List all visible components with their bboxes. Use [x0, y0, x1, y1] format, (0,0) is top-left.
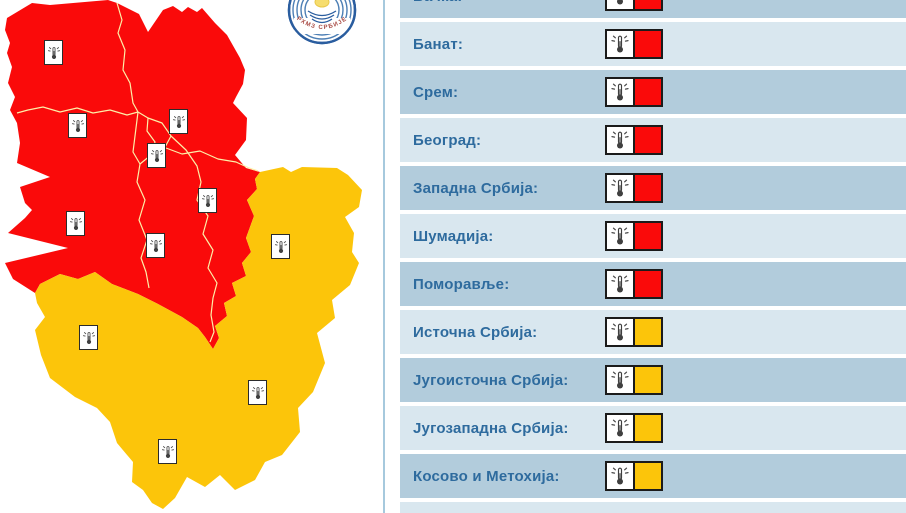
warning-icon-block — [605, 317, 663, 347]
warning-icon-block — [605, 269, 663, 299]
map-thermometer-icon-istocna — [271, 234, 290, 259]
thermometer-icon — [610, 417, 630, 439]
map-thermometer-icon-srem — [68, 113, 87, 138]
extreme-temperature-icon — [607, 31, 633, 57]
warning-icon-block — [605, 461, 663, 491]
map-thermometer-icon-zapadna — [66, 211, 85, 236]
map-thermometer-icon-sumadija — [146, 233, 165, 258]
warning-level-swatch — [633, 127, 661, 153]
thermometer-icon — [610, 81, 630, 103]
thermometer-icon — [251, 384, 265, 402]
region-label: Београд: — [413, 131, 482, 149]
warning-icon-block — [605, 77, 663, 107]
warning-icon-block — [605, 0, 663, 11]
thermometer-icon — [610, 177, 630, 199]
region-label: Бачка: — [400, 0, 463, 5]
thermometer-icon — [172, 113, 186, 131]
thermometer-icon — [610, 225, 630, 247]
logo-waves-icon — [307, 10, 337, 24]
region-row[interactable]: Бачка: — [400, 0, 906, 18]
thermometer-icon — [47, 44, 61, 62]
extreme-temperature-icon — [607, 175, 633, 201]
warning-level-swatch — [633, 223, 661, 249]
region-label: Шумадија: — [413, 227, 494, 245]
map-thermometer-icon-beograd — [147, 143, 166, 168]
map-thermometer-icon-jugozapadna — [79, 325, 98, 350]
region-row[interactable]: Југоисточна Србија: — [400, 358, 906, 402]
region-label: Југозападна Србија: — [413, 419, 569, 437]
thermometer-icon — [610, 321, 630, 343]
warning-level-swatch — [633, 0, 661, 9]
map-thermometer-icon-pomoravlje — [198, 188, 217, 213]
warning-icon-block — [605, 365, 663, 395]
thermometer-icon — [82, 329, 96, 347]
thermometer-icon — [69, 215, 83, 233]
region-label: Поморавље: — [413, 275, 510, 293]
extreme-temperature-icon — [607, 79, 633, 105]
region-row[interactable]: Источна Србија: — [400, 310, 906, 354]
extreme-temperature-icon — [607, 319, 633, 345]
warning-level-swatch — [633, 31, 661, 57]
logo-sun-icon — [314, 0, 330, 8]
thermometer-icon — [201, 192, 215, 210]
warning-region-list: Бачка: Банат: Срем: Београд: Западна Србија:… — [400, 0, 906, 513]
warning-icon-block — [605, 29, 663, 59]
region-row[interactable]: Срем: — [400, 70, 906, 114]
region-label: Западна Србија: — [413, 179, 539, 197]
map-thermometer-icon-kosovo — [158, 439, 177, 464]
region-label: Југоисточна Србија: — [413, 371, 569, 389]
region-row[interactable]: Поморавље: — [400, 262, 906, 306]
extreme-temperature-icon — [607, 0, 633, 9]
warning-icon-block — [605, 413, 663, 443]
extreme-temperature-icon — [607, 127, 633, 153]
extreme-temperature-icon — [607, 367, 633, 393]
map-thermometer-icon-banat — [169, 109, 188, 134]
thermometer-icon — [610, 465, 630, 487]
logo-text-band — [294, 18, 350, 34]
panel-divider — [383, 0, 385, 513]
region-row[interactable]: Западна Србија: — [400, 166, 906, 210]
warning-icon-block — [605, 173, 663, 203]
thermometer-icon — [610, 33, 630, 55]
extreme-temperature-icon — [607, 271, 633, 297]
warning-icon-block — [605, 221, 663, 251]
thermometer-icon — [610, 273, 630, 295]
region-row[interactable]: Шумадија: — [400, 214, 906, 258]
thermometer-icon — [274, 238, 288, 256]
thermometer-icon — [610, 0, 630, 7]
warning-level-swatch — [633, 463, 661, 489]
thermometer-icon — [149, 237, 163, 255]
warning-level-swatch — [633, 319, 661, 345]
next-row-sliver — [400, 502, 906, 513]
region-row[interactable]: Југозападна Србија: — [400, 406, 906, 450]
rhmz-logo: РХМЗ СРБИЈЕ — [282, 0, 362, 50]
extreme-temperature-icon — [607, 463, 633, 489]
serbia-warning-map — [5, 0, 362, 509]
thermometer-icon — [71, 117, 85, 135]
region-label: Банат: — [413, 35, 464, 53]
warning-level-swatch — [633, 415, 661, 441]
region-row[interactable]: Косово и Метохија: — [400, 454, 906, 498]
thermometer-icon — [150, 147, 164, 165]
region-label: Косово и Метохија: — [413, 467, 560, 485]
warning-level-swatch — [633, 271, 661, 297]
thermometer-icon — [610, 369, 630, 391]
warning-level-swatch — [633, 175, 661, 201]
map-thermometer-icon-jugoistocna — [248, 380, 267, 405]
warning-level-swatch — [633, 367, 661, 393]
thermometer-icon — [610, 129, 630, 151]
region-label: Срем: — [413, 83, 459, 101]
map-red-regions — [5, 0, 260, 349]
region-label: Источна Србија: — [413, 323, 538, 341]
extreme-temperature-icon — [607, 223, 633, 249]
thermometer-icon — [161, 443, 175, 461]
warning-icon-block — [605, 125, 663, 155]
map-thermometer-icon-backa — [44, 40, 63, 65]
region-row[interactable]: Банат: — [400, 22, 906, 66]
extreme-temperature-icon — [607, 415, 633, 441]
region-row[interactable]: Београд: — [400, 118, 906, 162]
warning-level-swatch — [633, 79, 661, 105]
